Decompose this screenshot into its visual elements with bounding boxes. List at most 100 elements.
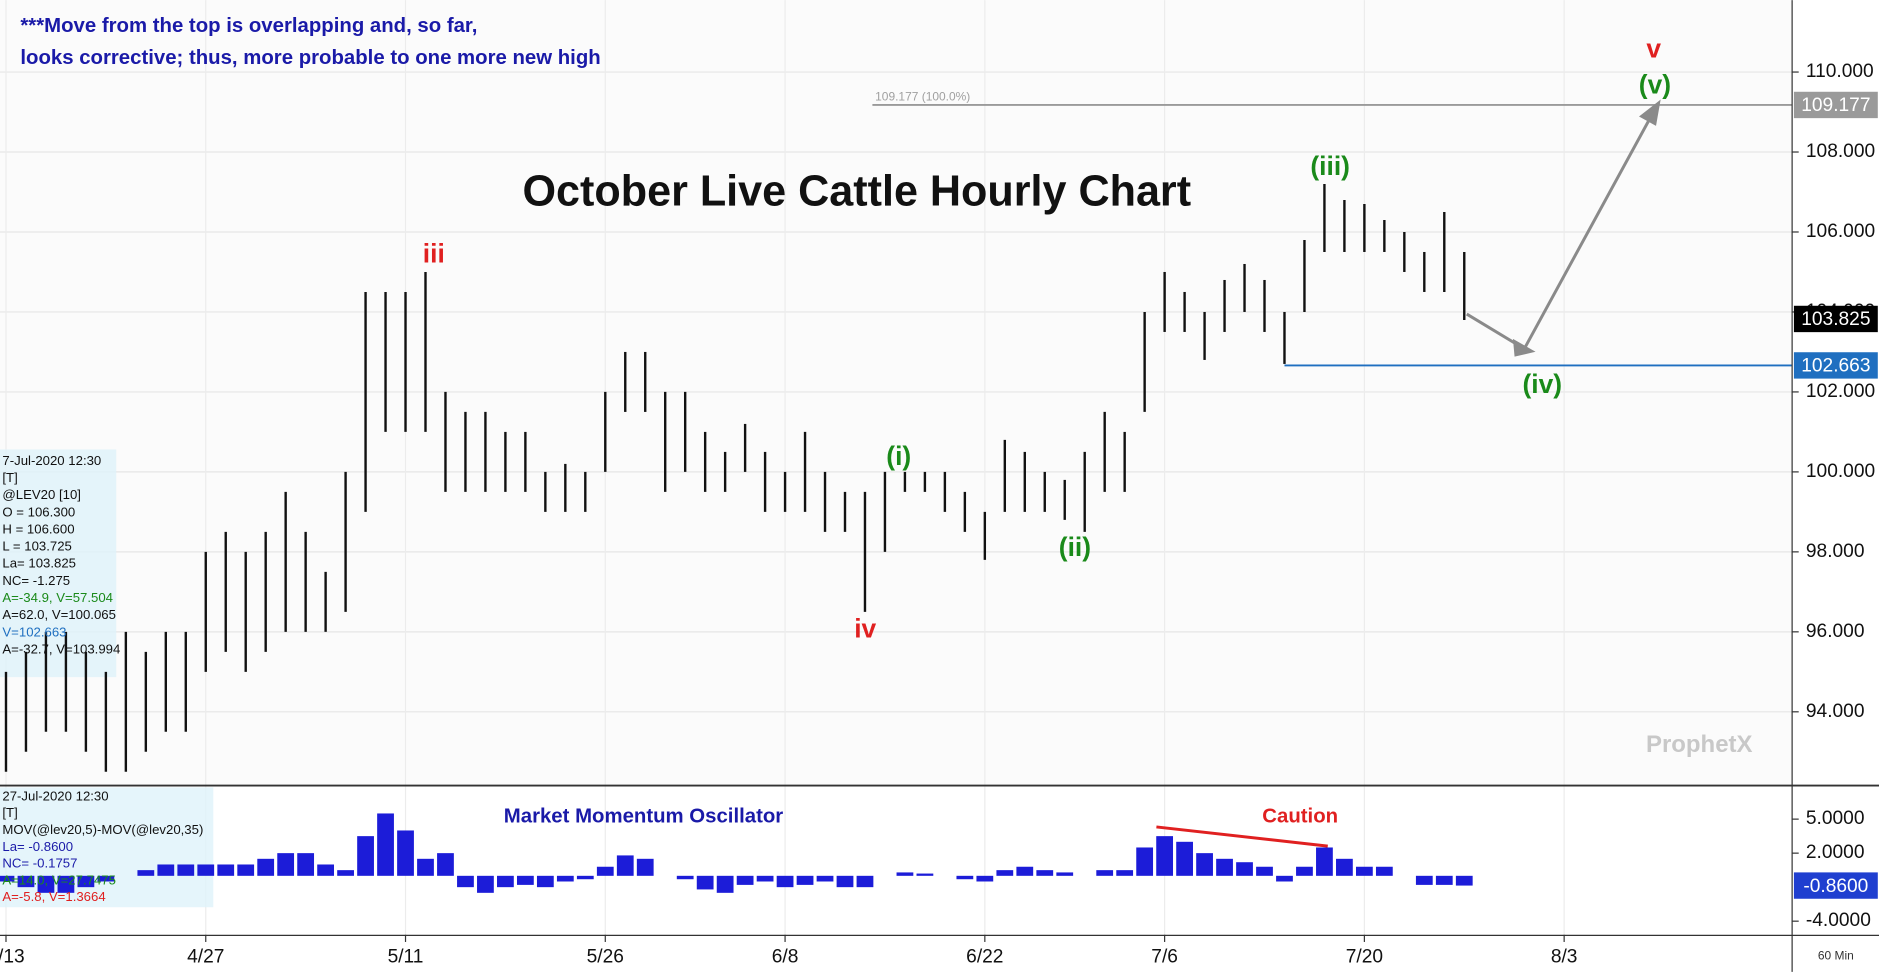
oscillator-bar bbox=[277, 853, 295, 876]
oscillator-bar bbox=[1435, 875, 1453, 885]
wave-label: (v) bbox=[1639, 69, 1671, 99]
oscillator-bar bbox=[636, 858, 654, 876]
arrow-head bbox=[1639, 99, 1661, 126]
wave-label: iv bbox=[854, 613, 876, 643]
wave-label: (iv) bbox=[1522, 369, 1562, 399]
oscillator-bar bbox=[177, 864, 195, 876]
interval-label: 60 Min bbox=[1818, 949, 1854, 963]
x-tick-label: 7/6 bbox=[1151, 947, 1178, 968]
y-tick-label: 5.0000 bbox=[1806, 808, 1865, 829]
info-line: H = 106.600 bbox=[2, 521, 74, 536]
note-line: ***Move from the top is overlapping and,… bbox=[20, 15, 477, 37]
oscillator-bar bbox=[437, 853, 454, 876]
watermark: ProphetX bbox=[1646, 731, 1752, 758]
oscillator-bar bbox=[696, 875, 714, 890]
oscillator-bar bbox=[1256, 866, 1273, 876]
osc-info-line: NC= -0.1757 bbox=[2, 856, 77, 871]
info-line: La= 103.825 bbox=[2, 556, 76, 571]
last-price-label-box bbox=[1793, 305, 1878, 333]
osc-title: Market Momentum Oscillator bbox=[504, 806, 784, 828]
x-tick-label: 7/20 bbox=[1346, 947, 1383, 968]
x-tick-label: 6/22 bbox=[966, 947, 1003, 968]
oscillator-bar bbox=[1056, 872, 1074, 876]
oscillator-bar bbox=[1296, 866, 1313, 876]
projection-arrow bbox=[1465, 99, 1661, 357]
oscillator-bar bbox=[896, 872, 914, 876]
oscillator-bar bbox=[477, 875, 494, 893]
wave-label: (iii) bbox=[1310, 151, 1350, 181]
osc-info-line: A=14.0, V=27.7475 bbox=[2, 872, 116, 887]
chart-title: October Live Cattle Hourly Chart bbox=[523, 168, 1192, 216]
osc-info-line: [T] bbox=[2, 805, 17, 820]
oscillator-bar bbox=[1336, 858, 1353, 876]
oscillator-bar bbox=[1156, 836, 1174, 876]
oscillator-bar bbox=[956, 875, 974, 880]
oscillator-bar bbox=[357, 836, 374, 876]
oscillator-bar bbox=[996, 870, 1014, 876]
arrow-head bbox=[1512, 338, 1536, 357]
oscillator-bar bbox=[856, 875, 874, 888]
y-tick-label: 94.000 bbox=[1806, 701, 1865, 722]
info-line: V=102.663 bbox=[2, 624, 66, 639]
osc-annotation: Caution bbox=[1262, 806, 1338, 828]
osc-info-line: A=-5.8, V=1.3664 bbox=[2, 889, 105, 904]
oscillator-bar bbox=[1016, 866, 1034, 876]
oscillator-bar bbox=[417, 858, 434, 876]
last-price-label: 103.825 bbox=[1801, 309, 1870, 330]
oscillator-bar bbox=[576, 875, 594, 880]
oscillator-bar bbox=[1415, 875, 1433, 885]
oscillator-bar bbox=[1036, 870, 1054, 876]
wave-label: v bbox=[1646, 33, 1661, 63]
y-tick-label: -4.0000 bbox=[1806, 910, 1871, 931]
y-tick-label: 106.000 bbox=[1806, 221, 1875, 242]
oscillator-bar bbox=[1375, 866, 1393, 876]
y-tick-label: 102.000 bbox=[1806, 381, 1875, 402]
oscillator-bar bbox=[197, 864, 215, 876]
oscillator-bar bbox=[1236, 862, 1253, 876]
grid bbox=[0, 0, 1792, 935]
osc-info-bg bbox=[0, 787, 214, 908]
level-label: 109.177 bbox=[1801, 95, 1870, 116]
oscillator-bar bbox=[457, 875, 474, 888]
divergence-line bbox=[1156, 825, 1328, 848]
y-tick-label: 100.000 bbox=[1806, 461, 1875, 482]
oscillator-bar bbox=[57, 875, 75, 893]
info-line: @LEV20 [10] bbox=[2, 487, 81, 502]
oscillator-bar bbox=[297, 853, 315, 876]
info-line: 7-Jul-2020 12:30 bbox=[2, 453, 101, 468]
wave-label: (ii) bbox=[1059, 532, 1091, 562]
oscillator-bar bbox=[1455, 875, 1473, 886]
oscillator-bar bbox=[816, 875, 834, 882]
oscillator-bar bbox=[1316, 847, 1333, 876]
oscillator-bar bbox=[756, 875, 774, 882]
x-tick-label: 5/11 bbox=[388, 947, 424, 968]
marks bbox=[0, 104, 1792, 893]
oscillator-bar bbox=[556, 875, 574, 882]
oscillator-bar bbox=[796, 875, 814, 885]
oscillator-bar bbox=[237, 864, 255, 876]
wave-label: (i) bbox=[886, 441, 911, 471]
oscillator-bar bbox=[137, 870, 155, 876]
info-line: L = 103.725 bbox=[2, 539, 71, 554]
oscillator-bar bbox=[1355, 866, 1373, 876]
oscillator-bar bbox=[37, 875, 55, 893]
oscillator-bar bbox=[1096, 870, 1114, 876]
oscillator-bar bbox=[337, 870, 354, 876]
oscillator-bar bbox=[1216, 858, 1233, 876]
oscillator-bar bbox=[836, 875, 854, 888]
oscillator-bar bbox=[716, 875, 734, 893]
last-osc-label-box bbox=[1793, 872, 1878, 899]
oscillator-bar bbox=[1196, 853, 1213, 876]
oscillator-bar bbox=[1176, 841, 1193, 876]
level-label: 102.663 bbox=[1801, 356, 1870, 377]
info-line: [T] bbox=[2, 470, 17, 485]
y-tick-label: 2.0000 bbox=[1806, 842, 1865, 863]
osc-info-line: MOV(@lev20,5)-MOV(@lev20,35) bbox=[2, 822, 203, 837]
info-line: A=-32.7, V=103.994 bbox=[2, 641, 120, 656]
level-label-box bbox=[1793, 352, 1878, 379]
oscillator-bar bbox=[317, 864, 335, 876]
oscillator-bar bbox=[377, 813, 394, 876]
oscillator-bar bbox=[616, 855, 634, 876]
